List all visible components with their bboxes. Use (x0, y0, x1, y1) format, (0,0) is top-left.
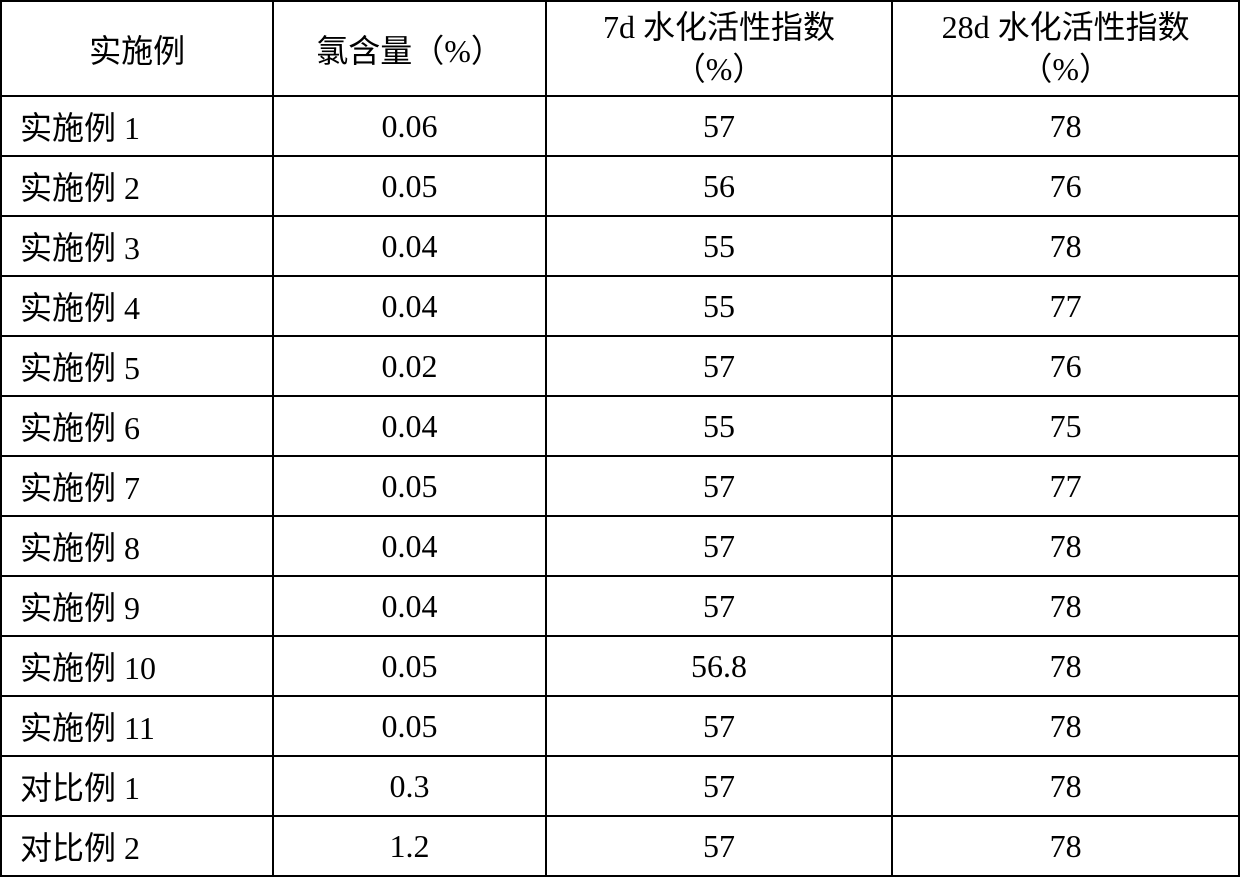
header-chlorine: 氯含量（%） (273, 1, 545, 96)
cell-28d: 78 (892, 216, 1239, 276)
data-table: 实施例 氯含量（%） 7d 水化活性指数 （%） 28d 水化活性指数 （%） … (0, 0, 1240, 877)
cell-28d: 78 (892, 516, 1239, 576)
header-28d-line2: （%） (1020, 51, 1111, 87)
cell-chlorine: 0.06 (273, 96, 545, 156)
cell-example: 对比例 2 (1, 816, 273, 876)
cell-28d: 78 (892, 816, 1239, 876)
cell-chlorine: 0.05 (273, 156, 545, 216)
table-row: 实施例 9 0.04 57 78 (1, 576, 1239, 636)
table-row: 对比例 1 0.3 57 78 (1, 756, 1239, 816)
cell-example: 实施例 6 (1, 396, 273, 456)
table-row: 实施例 10 0.05 56.8 78 (1, 636, 1239, 696)
cell-28d: 75 (892, 396, 1239, 456)
cell-7d: 57 (546, 456, 893, 516)
cell-28d: 78 (892, 576, 1239, 636)
cell-7d: 55 (546, 216, 893, 276)
table-row: 实施例 8 0.04 57 78 (1, 516, 1239, 576)
cell-example: 实施例 11 (1, 696, 273, 756)
header-activity-28d: 28d 水化活性指数 （%） (892, 1, 1239, 96)
cell-7d: 57 (546, 576, 893, 636)
table-row: 实施例 2 0.05 56 76 (1, 156, 1239, 216)
cell-28d: 76 (892, 336, 1239, 396)
cell-7d: 55 (546, 276, 893, 336)
cell-chlorine: 0.05 (273, 696, 545, 756)
header-example: 实施例 (1, 1, 273, 96)
cell-chlorine: 1.2 (273, 816, 545, 876)
cell-example: 实施例 7 (1, 456, 273, 516)
cell-7d: 57 (546, 696, 893, 756)
cell-7d: 55 (546, 396, 893, 456)
cell-example: 实施例 9 (1, 576, 273, 636)
cell-28d: 76 (892, 156, 1239, 216)
cell-28d: 78 (892, 636, 1239, 696)
cell-28d: 78 (892, 96, 1239, 156)
cell-chlorine: 0.04 (273, 276, 545, 336)
cell-chlorine: 0.05 (273, 636, 545, 696)
cell-example: 实施例 8 (1, 516, 273, 576)
cell-chlorine: 0.02 (273, 336, 545, 396)
cell-7d: 57 (546, 96, 893, 156)
cell-chlorine: 0.04 (273, 396, 545, 456)
table-row: 实施例 11 0.05 57 78 (1, 696, 1239, 756)
cell-example: 实施例 2 (1, 156, 273, 216)
header-activity-7d: 7d 水化活性指数 （%） (546, 1, 893, 96)
cell-chlorine: 0.04 (273, 216, 545, 276)
cell-chlorine: 0.04 (273, 576, 545, 636)
table-body: 实施例 1 0.06 57 78 实施例 2 0.05 56 76 实施例 3 … (1, 96, 1239, 876)
cell-example: 实施例 4 (1, 276, 273, 336)
cell-28d: 77 (892, 276, 1239, 336)
header-7d-line2: （%） (674, 51, 765, 87)
cell-7d: 57 (546, 816, 893, 876)
cell-chlorine: 0.3 (273, 756, 545, 816)
cell-example: 实施例 10 (1, 636, 273, 696)
cell-example: 对比例 1 (1, 756, 273, 816)
cell-example: 实施例 5 (1, 336, 273, 396)
cell-7d: 57 (546, 336, 893, 396)
cell-28d: 78 (892, 756, 1239, 816)
header-28d-line1: 28d 水化活性指数 (942, 9, 1190, 45)
cell-7d: 56.8 (546, 636, 893, 696)
cell-28d: 77 (892, 456, 1239, 516)
cell-example: 实施例 1 (1, 96, 273, 156)
table-header-row: 实施例 氯含量（%） 7d 水化活性指数 （%） 28d 水化活性指数 （%） (1, 1, 1239, 96)
table-row: 实施例 7 0.05 57 77 (1, 456, 1239, 516)
cell-chlorine: 0.04 (273, 516, 545, 576)
cell-7d: 57 (546, 516, 893, 576)
table-row: 实施例 6 0.04 55 75 (1, 396, 1239, 456)
cell-28d: 78 (892, 696, 1239, 756)
cell-7d: 57 (546, 756, 893, 816)
cell-7d: 56 (546, 156, 893, 216)
cell-chlorine: 0.05 (273, 456, 545, 516)
table-row: 对比例 2 1.2 57 78 (1, 816, 1239, 876)
cell-example: 实施例 3 (1, 216, 273, 276)
table-row: 实施例 3 0.04 55 78 (1, 216, 1239, 276)
table-row: 实施例 5 0.02 57 76 (1, 336, 1239, 396)
table-row: 实施例 4 0.04 55 77 (1, 276, 1239, 336)
header-7d-line1: 7d 水化活性指数 (603, 9, 835, 45)
table-row: 实施例 1 0.06 57 78 (1, 96, 1239, 156)
